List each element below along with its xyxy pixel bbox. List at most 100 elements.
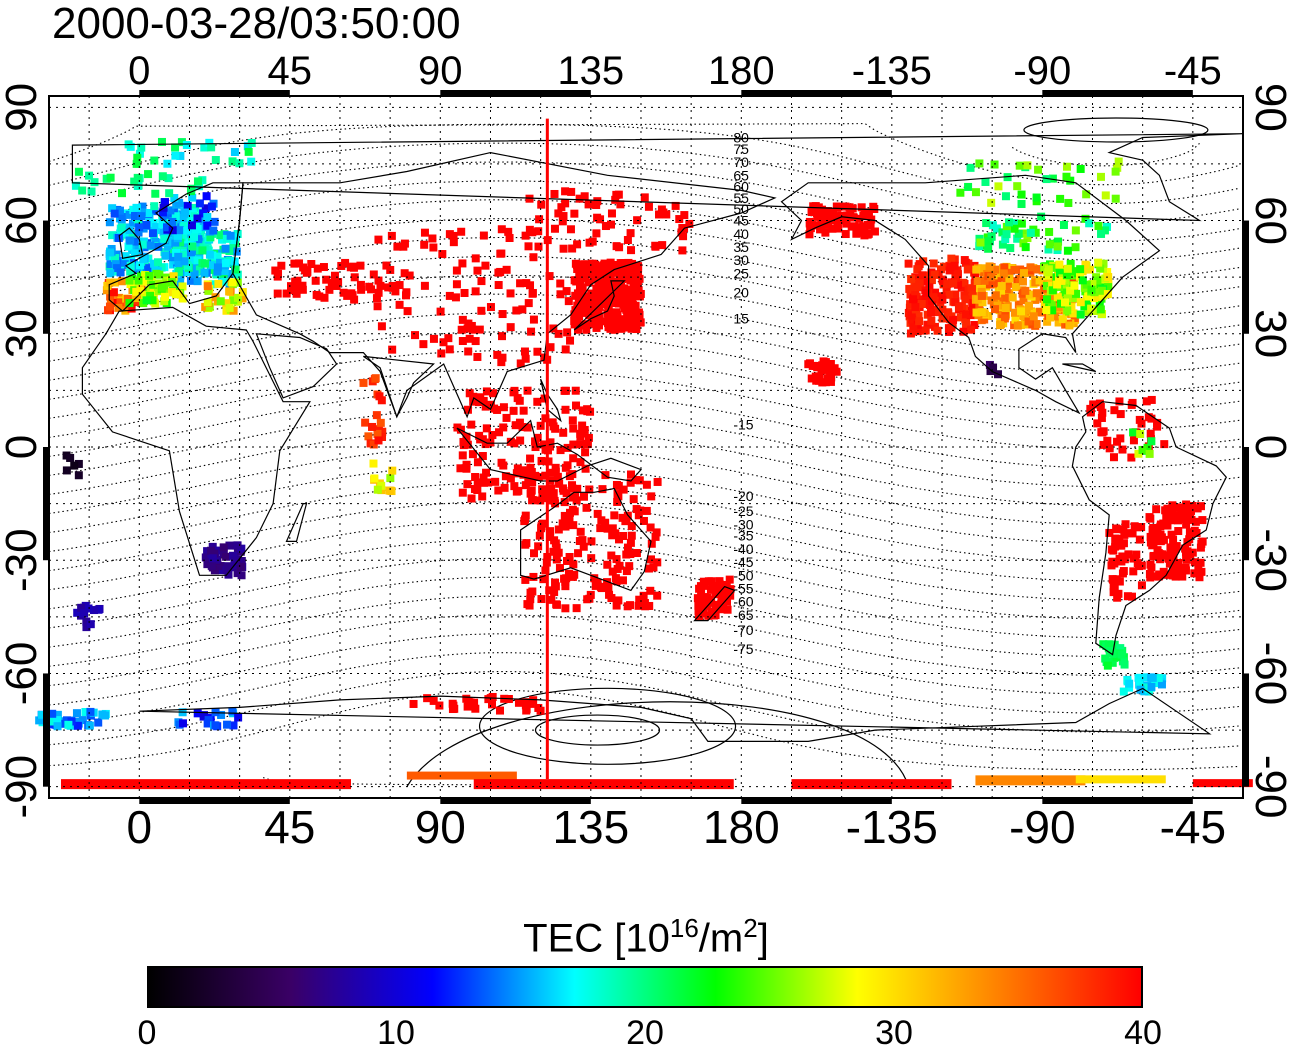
tec-cell bbox=[193, 256, 202, 265]
mag-lat-label: 15 bbox=[733, 311, 749, 327]
tec-cell bbox=[174, 259, 183, 268]
tec-cell bbox=[1064, 198, 1073, 207]
tec-cell bbox=[647, 539, 656, 548]
tec-cell bbox=[154, 258, 163, 267]
frame-bar-bottom bbox=[139, 798, 290, 804]
tec-cell bbox=[820, 220, 829, 229]
tec-cell bbox=[78, 716, 87, 725]
tec-cell bbox=[913, 265, 922, 274]
tec-cell bbox=[564, 569, 573, 578]
tec-cell bbox=[499, 423, 508, 432]
tec-cell bbox=[657, 205, 666, 214]
tec-cell bbox=[914, 312, 923, 321]
tec-cell bbox=[562, 574, 571, 583]
right-lat-label: -90 bbox=[1246, 755, 1292, 819]
tec-cell bbox=[557, 203, 566, 212]
tec-cell bbox=[1034, 165, 1043, 174]
tec-cell bbox=[1093, 276, 1102, 285]
tec-cell bbox=[538, 485, 547, 494]
tec-cell bbox=[149, 280, 158, 289]
tec-cell bbox=[552, 600, 561, 609]
tec-cell bbox=[1120, 530, 1129, 539]
tec-cell bbox=[115, 206, 124, 215]
tec-cell bbox=[462, 432, 471, 441]
left-lat-label: -30 bbox=[0, 528, 46, 592]
tec-cell bbox=[374, 276, 383, 285]
tec-cell bbox=[1154, 674, 1163, 683]
tec-cell bbox=[547, 496, 556, 505]
mag-pole-arc-south bbox=[406, 701, 910, 787]
tec-cell bbox=[913, 327, 922, 336]
mag-lat-label: 40 bbox=[733, 226, 749, 242]
tec-cell bbox=[612, 601, 621, 610]
tec-band bbox=[975, 775, 1086, 786]
tec-cell bbox=[1147, 572, 1156, 581]
tec-cell bbox=[116, 298, 125, 307]
tec-cell bbox=[541, 471, 550, 480]
tec-cell bbox=[116, 228, 125, 237]
tec-cell bbox=[635, 476, 644, 485]
tec-cell bbox=[151, 237, 160, 246]
map-title: 2000-03-28/03:50:00 bbox=[52, 0, 461, 48]
tec-cell bbox=[929, 293, 938, 302]
tec-cell bbox=[699, 601, 708, 610]
left-lat-label: -90 bbox=[0, 755, 46, 819]
tec-cell bbox=[570, 320, 579, 329]
tec-cell bbox=[546, 438, 555, 447]
tec-cell bbox=[671, 201, 680, 210]
tec-cell bbox=[343, 291, 352, 300]
tec-cell bbox=[194, 235, 203, 244]
tec-cell bbox=[1115, 577, 1124, 586]
tec-cell bbox=[223, 562, 232, 571]
tec-cell bbox=[1117, 557, 1126, 566]
tec-cell bbox=[1119, 687, 1128, 696]
tec-cell bbox=[554, 525, 563, 534]
tec-cell bbox=[838, 216, 847, 225]
tec-cell bbox=[971, 272, 980, 281]
tec-cell bbox=[675, 215, 684, 224]
tec-cell bbox=[1123, 592, 1132, 601]
tec-cell bbox=[626, 550, 635, 559]
tec-cell bbox=[1000, 314, 1009, 323]
tec-cell bbox=[629, 495, 638, 504]
tec-cell bbox=[614, 481, 623, 490]
tec-cell bbox=[1099, 259, 1108, 268]
tec-cell bbox=[470, 485, 479, 494]
tec-cell bbox=[594, 293, 603, 302]
tec-cell bbox=[1111, 542, 1120, 551]
tec-cell bbox=[978, 264, 987, 273]
tec-cell bbox=[1196, 502, 1205, 511]
tec-cell bbox=[590, 574, 599, 583]
tec-cell bbox=[439, 338, 448, 347]
tec-cell bbox=[617, 322, 626, 331]
tec-cell bbox=[585, 594, 594, 603]
tec-cell bbox=[213, 267, 222, 276]
tec-cell bbox=[576, 276, 585, 285]
tec-cell bbox=[1019, 269, 1028, 278]
tec-cell bbox=[1109, 453, 1118, 462]
tec-cell bbox=[807, 374, 816, 383]
tec-cell bbox=[985, 262, 994, 271]
tec-cell bbox=[649, 563, 658, 572]
tec-cell bbox=[562, 287, 571, 296]
tec-cell bbox=[611, 529, 620, 538]
tec-cell bbox=[138, 240, 147, 249]
tec-cell bbox=[593, 262, 602, 271]
tec-cell bbox=[158, 220, 167, 229]
mag-contour bbox=[48, 444, 1240, 525]
tec-cell bbox=[388, 283, 397, 292]
tec-cell bbox=[140, 290, 149, 299]
tec-cell bbox=[997, 301, 1006, 310]
tec-cell bbox=[207, 143, 216, 152]
colorbar-tick-label: 30 bbox=[875, 1014, 913, 1052]
tec-cell bbox=[922, 288, 931, 297]
tec-cell bbox=[572, 277, 581, 286]
tec-cell bbox=[989, 363, 998, 372]
tec-cell bbox=[1111, 167, 1120, 176]
mag-contour bbox=[48, 689, 1240, 771]
tec-cell bbox=[469, 397, 478, 406]
tec-cell bbox=[602, 270, 611, 279]
top-lon-label: 135 bbox=[557, 49, 624, 93]
tec-cell bbox=[174, 252, 183, 261]
tec-cell bbox=[939, 276, 948, 285]
